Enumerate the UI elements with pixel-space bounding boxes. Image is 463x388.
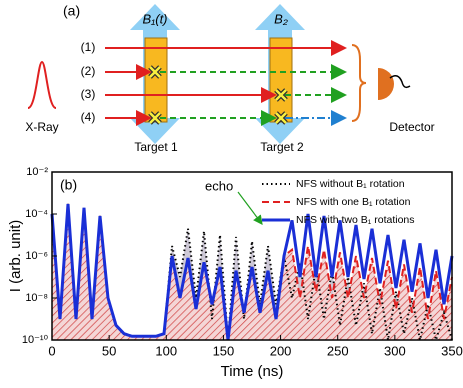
detector-wire bbox=[389, 75, 411, 89]
x-tick-label: 250 bbox=[327, 343, 349, 358]
row-label: (3) bbox=[81, 87, 96, 101]
x-tick-label: 300 bbox=[384, 343, 406, 358]
row-label: (4) bbox=[81, 110, 96, 124]
row-label: (1) bbox=[81, 40, 96, 54]
legend-label: NFS with one B₁ rotation bbox=[296, 196, 411, 208]
pulse bbox=[27, 60, 57, 109]
x-tick-label: 350 bbox=[441, 343, 463, 358]
y-tick-label: 10⁻² bbox=[26, 166, 48, 178]
y-tick-label: 10⁻⁴ bbox=[25, 208, 48, 220]
panel-label: (a) bbox=[63, 3, 80, 19]
detector-icon bbox=[378, 68, 394, 100]
y-tick-label: 10⁻⁸ bbox=[25, 292, 48, 304]
y-axis-label: I (arb. unit) bbox=[7, 220, 24, 293]
x-tick-label: 100 bbox=[155, 343, 177, 358]
y-tick-label: 10⁻⁶ bbox=[25, 250, 48, 262]
beams bbox=[105, 40, 347, 126]
x-axis-label: Time (ns) bbox=[221, 363, 284, 380]
target-label: Target 2 bbox=[260, 140, 304, 154]
target-label: Target 1 bbox=[134, 140, 178, 154]
panel-a: (a) B₁(t) B₂ (1) (2) (3) (4) X-Ray Detec… bbox=[25, 3, 434, 154]
detector-label: Detector bbox=[389, 120, 434, 134]
source-label: X-Ray bbox=[25, 120, 58, 134]
annotation: echo bbox=[205, 178, 233, 193]
legend-label: NFS with two B₁ rotations bbox=[296, 214, 415, 226]
target bbox=[269, 37, 293, 123]
x-tick-label: 0 bbox=[48, 343, 55, 358]
x-tick-label: 50 bbox=[102, 343, 116, 358]
x-tick-label: 200 bbox=[270, 343, 292, 358]
panel-label: (b) bbox=[60, 177, 77, 193]
series-line bbox=[50, 203, 454, 341]
annotation-arrow bbox=[237, 191, 263, 225]
field-label: B₂ bbox=[274, 11, 288, 26]
brace bbox=[351, 44, 367, 122]
target bbox=[144, 37, 168, 123]
row-label: (2) bbox=[81, 64, 96, 78]
panel-b: 0 50 100 150 200 250 300 350 10⁻¹⁰ 10⁻⁸ 10⁻⁶ 10⁻⁴ 10… bbox=[7, 166, 463, 380]
field-label: B₁(t) bbox=[142, 11, 167, 26]
y-tick-label: 10⁻¹⁰ bbox=[22, 334, 49, 346]
legend-label: NFS without B₁ rotation bbox=[296, 178, 405, 190]
x-tick-label: 150 bbox=[213, 343, 235, 358]
